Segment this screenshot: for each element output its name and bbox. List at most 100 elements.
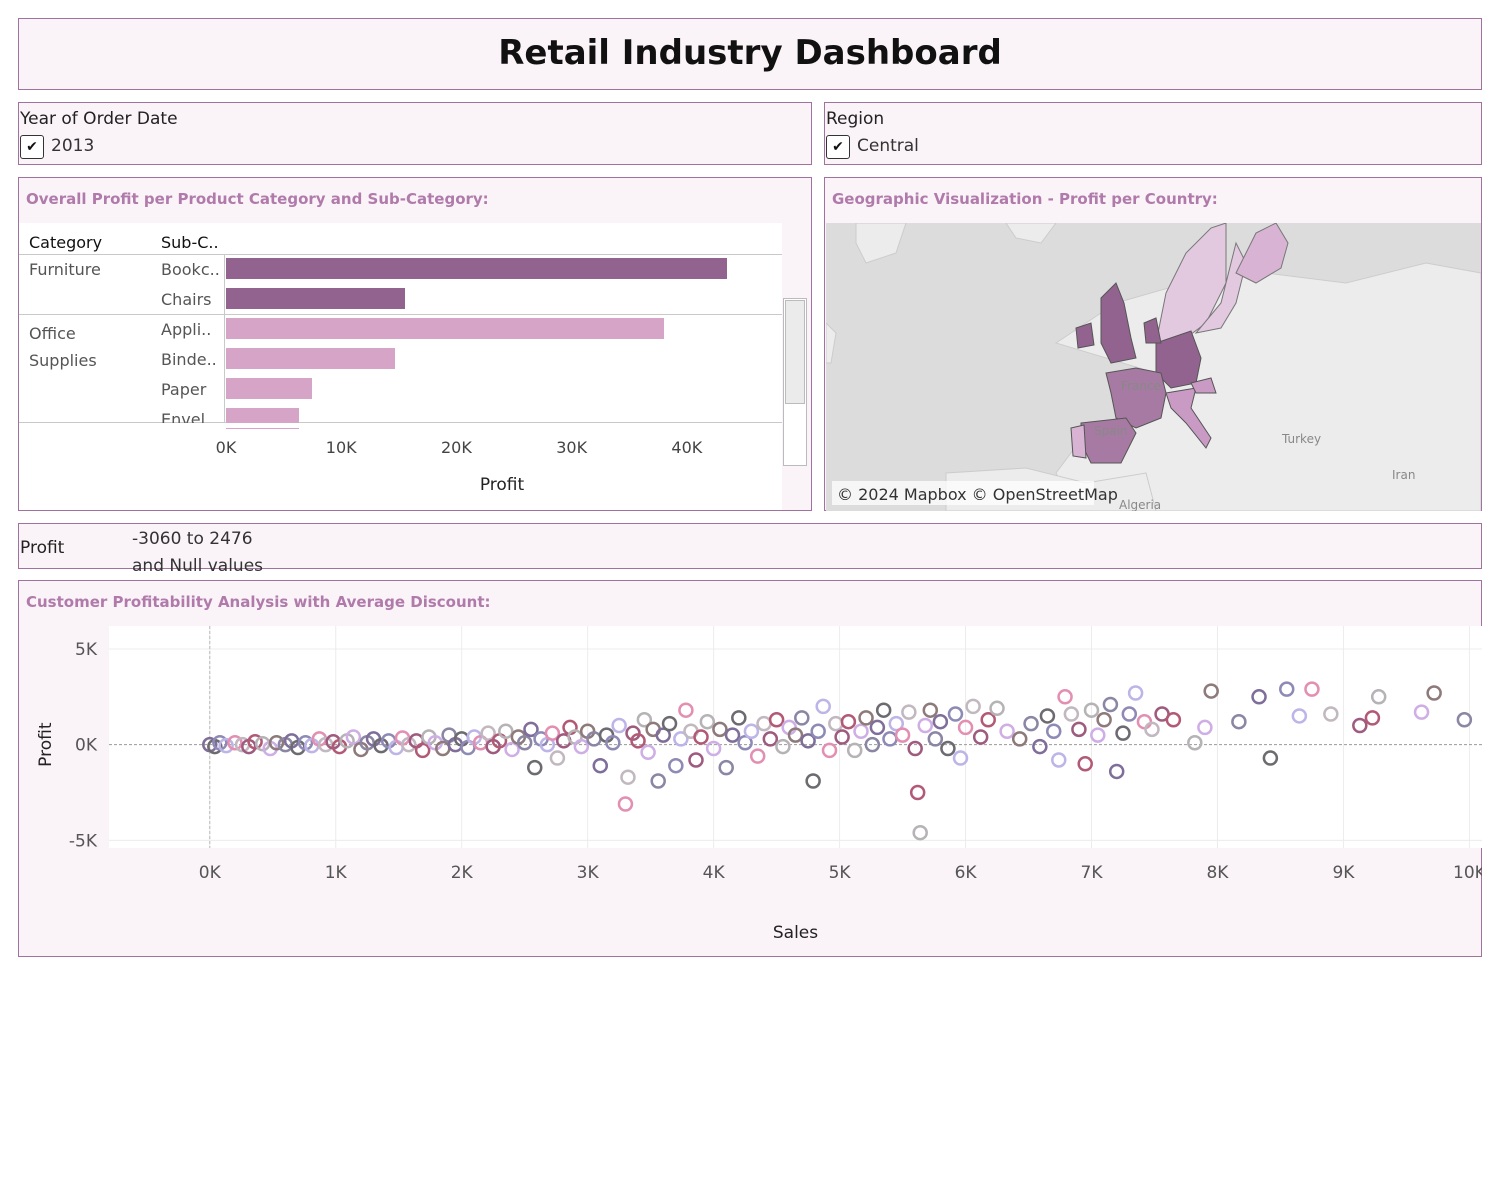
scrollbar[interactable] (783, 298, 807, 466)
subcategory-header[interactable]: Sub-C.. (161, 233, 219, 252)
customer-point[interactable] (731, 710, 747, 726)
customer-point[interactable] (1102, 696, 1119, 713)
customer-point[interactable] (858, 710, 874, 726)
year-2013-label[interactable]: 2013 (51, 136, 95, 156)
customer-point[interactable] (544, 725, 561, 741)
customer-point[interactable] (815, 698, 831, 715)
customer-point[interactable] (1127, 685, 1144, 701)
category-office-supplies[interactable]: Office Supplies (29, 324, 97, 370)
customer-point[interactable] (668, 757, 684, 774)
customer-point[interactable] (1279, 681, 1295, 697)
customer-point[interactable] (527, 759, 543, 776)
customer-point[interactable] (620, 769, 636, 785)
customer-point[interactable] (864, 736, 881, 753)
subcategory-label[interactable]: Chairs (161, 290, 212, 309)
category-header[interactable]: Category (29, 233, 103, 252)
profit-legend-range[interactable]: -3060 to 2476 (132, 529, 253, 549)
customer-point[interactable] (1032, 738, 1048, 755)
customer-point[interactable] (834, 729, 850, 745)
customer-point[interactable] (875, 702, 892, 718)
customer-point[interactable] (655, 727, 671, 743)
customer-point[interactable] (1165, 712, 1182, 728)
profit-bar[interactable] (226, 258, 728, 279)
customer-point[interactable] (1011, 731, 1028, 747)
subcategory-label[interactable]: Paper (161, 380, 207, 399)
customer-point[interactable] (516, 734, 533, 751)
customer-point[interactable] (718, 759, 734, 776)
customer-point[interactable] (605, 734, 621, 751)
customer-point[interactable] (775, 738, 791, 755)
customer-point[interactable] (373, 737, 389, 754)
customer-point[interactable] (1071, 721, 1087, 738)
customer-point[interactable] (912, 824, 928, 841)
customer-point[interactable] (1039, 708, 1056, 724)
map[interactable]: France Spain Turkey Iran Algeria © 2024 … (826, 223, 1481, 511)
customer-point[interactable] (1304, 681, 1320, 697)
customer-point[interactable] (592, 757, 609, 774)
customer-point[interactable] (810, 723, 826, 740)
customer-point[interactable] (699, 713, 716, 730)
customer-point[interactable] (922, 702, 939, 718)
customer-point[interactable] (705, 740, 722, 757)
customer-point[interactable] (1251, 689, 1267, 705)
customer-point[interactable] (989, 700, 1005, 717)
customer-point[interactable] (999, 723, 1015, 740)
customer-point[interactable] (787, 727, 804, 743)
profit-bar[interactable] (226, 318, 664, 339)
customer-point[interactable] (957, 719, 974, 736)
customer-point[interactable] (737, 734, 753, 751)
customer-point[interactable] (611, 717, 627, 734)
customer-point[interactable] (1413, 704, 1430, 720)
scrollbar-thumb[interactable] (785, 300, 805, 404)
customer-point[interactable] (927, 731, 944, 747)
region-central-checkbox[interactable]: ✔ (826, 135, 850, 159)
region-central-label[interactable]: Central (857, 136, 919, 156)
customer-point[interactable] (630, 733, 646, 749)
customer-point[interactable] (1352, 717, 1368, 734)
customer-point[interactable] (888, 715, 905, 732)
customer-point[interactable] (1231, 713, 1247, 730)
customer-point[interactable] (1203, 683, 1219, 699)
customer-point[interactable] (549, 750, 566, 766)
customer-point[interactable] (1083, 702, 1100, 718)
customer-point[interactable] (1364, 710, 1381, 726)
customer-point[interactable] (1426, 685, 1442, 701)
year-2013-checkbox[interactable]: ✔ (20, 135, 44, 159)
customer-point[interactable] (712, 721, 728, 738)
customer-point[interactable] (625, 725, 641, 741)
customer-point[interactable] (688, 752, 704, 768)
customer-point[interactable] (743, 723, 760, 740)
customer-point[interactable] (498, 723, 514, 740)
customer-point[interactable] (907, 740, 923, 757)
customer-point[interactable] (1370, 689, 1387, 705)
customer-point[interactable] (480, 725, 496, 741)
customer-point[interactable] (617, 796, 634, 812)
customer-point[interactable] (247, 734, 263, 750)
subcategory-label[interactable]: Bookc.. (161, 260, 220, 279)
customer-point[interactable] (1291, 708, 1308, 724)
customer-point[interactable] (909, 784, 926, 801)
customer-point[interactable] (894, 727, 911, 743)
customer-point[interactable] (1115, 725, 1131, 741)
category-furniture[interactable]: Furniture (29, 260, 101, 279)
customer-point[interactable] (869, 719, 886, 736)
customer-point[interactable] (401, 736, 417, 753)
customer-point[interactable] (636, 712, 653, 728)
customer-point[interactable] (840, 713, 857, 730)
customer-point[interactable] (268, 734, 285, 751)
customer-point[interactable] (800, 733, 816, 749)
customer-point[interactable] (1121, 706, 1138, 722)
customer-point[interactable] (846, 742, 863, 759)
customer-point[interactable] (1045, 723, 1062, 740)
customer-point[interactable] (345, 729, 362, 745)
customer-point[interactable] (805, 773, 821, 789)
customer-point[interactable] (965, 698, 981, 715)
scatter-chart[interactable]: 0K 1K 2K 3K 4K 5K 6K 7K 8K 9K 10K 5K 0K -5K Sales Profi… (19, 626, 1487, 956)
customer-point[interactable] (414, 742, 431, 759)
customer-point[interactable] (724, 727, 741, 743)
profit-bar[interactable] (226, 378, 313, 399)
customer-point[interactable] (1108, 763, 1125, 780)
customer-point[interactable] (1262, 750, 1279, 766)
customer-point[interactable] (940, 740, 956, 757)
customer-point[interactable] (693, 729, 709, 745)
